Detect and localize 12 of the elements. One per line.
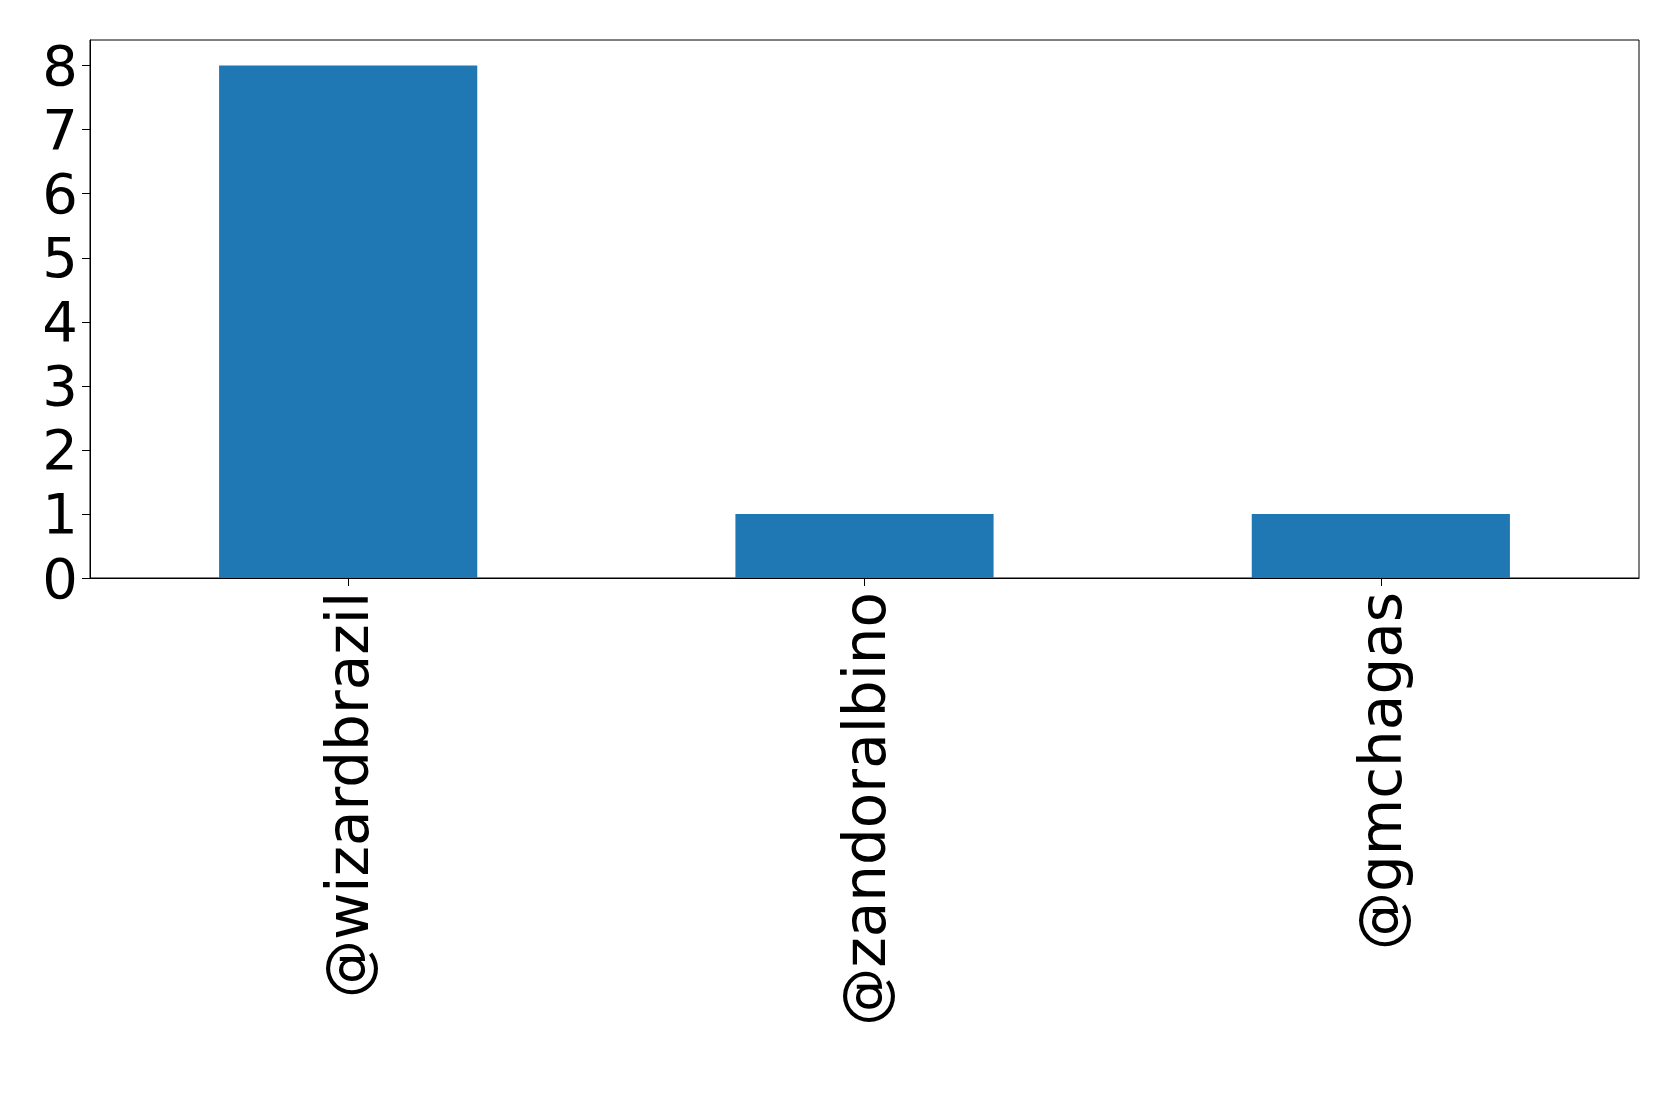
x-tick-label: @zandoralbino (830, 592, 899, 1026)
y-tick-label: 0 (42, 545, 78, 611)
x-tick-label: @gmchagas (1346, 592, 1415, 951)
y-tick-label: 5 (42, 225, 78, 291)
x-tick-label: @wizardbrazil (314, 592, 383, 999)
y-tick-label: 3 (42, 353, 78, 419)
y-tick-label: 8 (42, 33, 78, 99)
y-tick-label: 1 (42, 481, 78, 547)
y-tick-label: 2 (42, 417, 78, 483)
y-tick-label: 6 (42, 161, 78, 227)
y-tick-label: 7 (42, 97, 78, 163)
y-tick-label: 4 (42, 289, 78, 355)
